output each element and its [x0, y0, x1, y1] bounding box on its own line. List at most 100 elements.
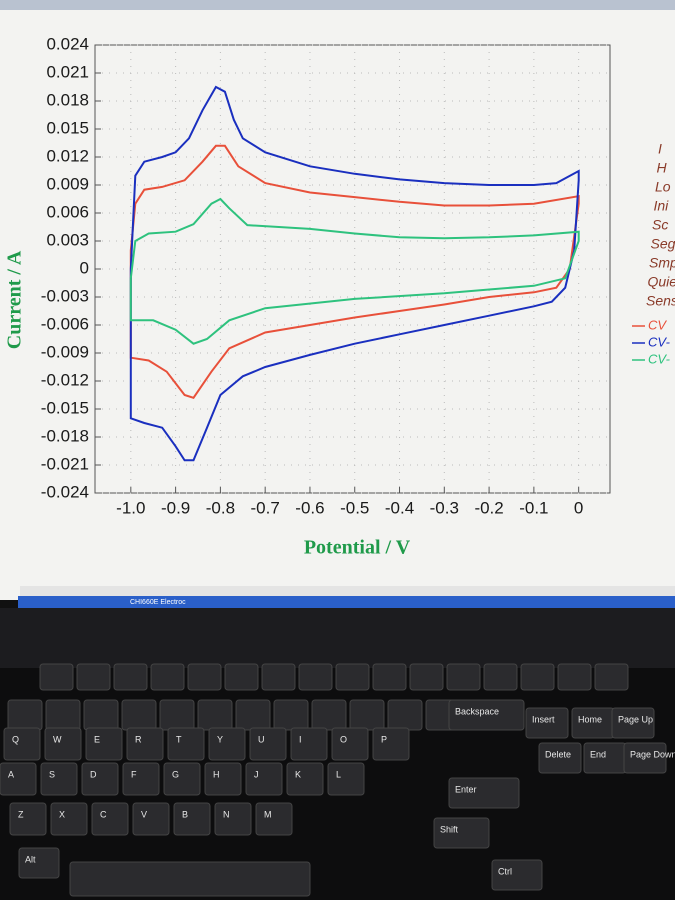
key-label: S	[49, 769, 55, 779]
key	[40, 762, 78, 796]
key	[91, 802, 129, 836]
x-tick-label: -0.8	[206, 498, 235, 517]
x-tick-label: -0.5	[340, 498, 369, 517]
key-label: P	[381, 734, 387, 744]
y-tick-label: -0.018	[41, 426, 89, 445]
legend-label: CV-	[648, 351, 671, 366]
key-label: N	[223, 809, 230, 819]
key	[197, 699, 233, 731]
y-tick-label: 0.018	[46, 90, 89, 109]
key-label: M	[264, 809, 272, 819]
key	[167, 727, 205, 761]
key-label: K	[295, 769, 301, 779]
key-label: C	[100, 809, 107, 819]
key	[290, 727, 328, 761]
key	[81, 762, 119, 796]
key-label: Delete	[545, 749, 571, 759]
key-label: D	[90, 769, 97, 779]
y-tick-label: -0.006	[41, 314, 89, 333]
key	[331, 727, 369, 761]
key	[121, 699, 157, 731]
x-tick-label: -0.6	[295, 498, 324, 517]
y-tick-label: 0.024	[46, 34, 89, 53]
key	[311, 699, 347, 731]
key	[3, 727, 41, 761]
key	[446, 663, 481, 691]
key-label: Home	[578, 714, 602, 724]
key	[298, 663, 333, 691]
key-label: V	[141, 809, 147, 819]
key	[448, 777, 520, 809]
key	[159, 699, 195, 731]
key	[224, 663, 259, 691]
key-label: Z	[18, 809, 24, 819]
key-label: H	[213, 769, 220, 779]
key-label: R	[135, 734, 142, 744]
key	[163, 762, 201, 796]
key-label: Q	[12, 734, 19, 744]
key	[0, 762, 37, 796]
side-panel-label: I	[658, 141, 662, 157]
key-label: A	[8, 769, 14, 779]
cv-curve	[129, 144, 580, 399]
key	[85, 727, 123, 761]
key-label: Y	[217, 734, 223, 744]
y-tick-label: 0	[80, 258, 89, 277]
key	[208, 727, 246, 761]
key	[132, 802, 170, 836]
y-tick-label: 0.021	[46, 62, 89, 81]
legend-label: CV-	[648, 334, 671, 349]
key	[557, 663, 592, 691]
key-label: Alt	[25, 854, 36, 864]
key	[173, 802, 211, 836]
x-tick-label: 0	[574, 498, 583, 517]
side-panel-label: Lo	[655, 179, 671, 195]
status-bar	[20, 586, 675, 596]
key	[45, 699, 81, 731]
key	[286, 762, 324, 796]
title-bar	[0, 0, 675, 10]
legend-label: CV	[648, 317, 667, 332]
x-tick-label: -0.1	[519, 498, 548, 517]
key-label: W	[53, 734, 62, 744]
key	[214, 802, 252, 836]
y-tick-label: -0.009	[41, 342, 89, 361]
key	[235, 699, 271, 731]
key-label: L	[336, 769, 341, 779]
space-bar	[69, 861, 311, 897]
x-axis-title: Potential / V	[304, 537, 411, 559]
key	[520, 663, 555, 691]
key-label: Backspace	[455, 706, 499, 716]
x-tick-label: -0.4	[385, 498, 414, 517]
key	[327, 762, 365, 796]
key-label: X	[59, 809, 65, 819]
key	[611, 707, 655, 739]
key-label: J	[254, 769, 259, 779]
key-label: Shift	[440, 824, 459, 834]
y-tick-label: -0.015	[41, 398, 89, 417]
key	[249, 727, 287, 761]
key-label: F	[131, 769, 137, 779]
key	[204, 762, 242, 796]
y-axis-title: Current / A	[4, 250, 26, 349]
cv-curve	[129, 85, 580, 462]
side-panel-label: Ini	[654, 198, 670, 214]
key-label: Page Up	[618, 714, 653, 724]
key-label: Ctrl	[498, 866, 512, 876]
y-tick-label: 0.003	[46, 230, 89, 249]
key	[44, 727, 82, 761]
y-tick-label: 0.012	[46, 146, 89, 165]
side-panel-label: Sens	[646, 293, 675, 309]
key	[409, 663, 444, 691]
key	[50, 802, 88, 836]
cv-curve	[129, 197, 580, 345]
key	[594, 663, 629, 691]
y-tick-label: 0.006	[46, 202, 89, 221]
key	[538, 742, 582, 774]
key-label: Page Down	[630, 749, 675, 759]
key-label: U	[258, 734, 265, 744]
y-tick-label: -0.024	[41, 482, 89, 501]
key	[9, 802, 47, 836]
key-label: I	[299, 734, 302, 744]
x-tick-label: -0.7	[251, 498, 280, 517]
